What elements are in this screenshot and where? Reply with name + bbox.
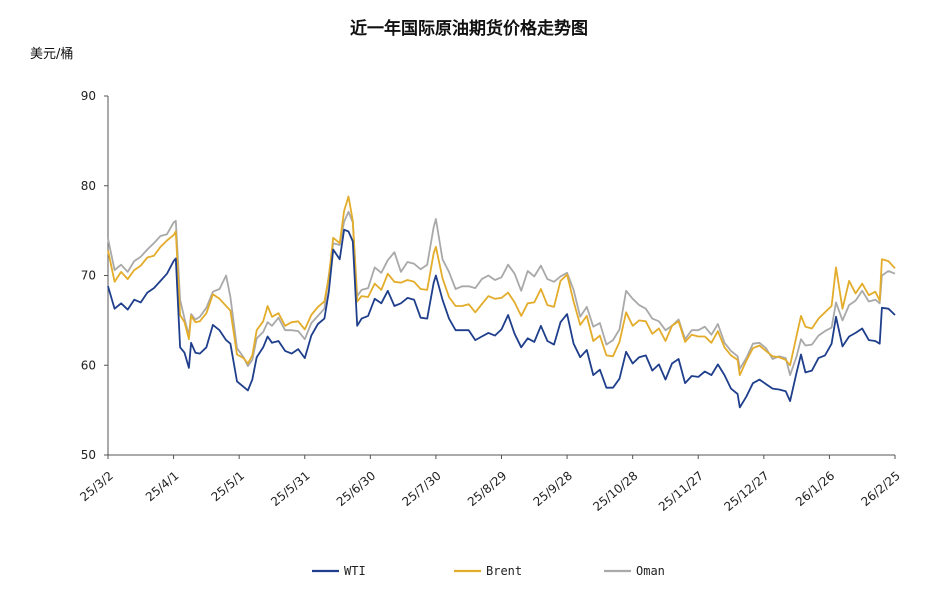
series-line-brent xyxy=(107,195,896,377)
series-line-oman xyxy=(107,210,896,377)
axes: 50 60 70 80 90 25/3/2 25/4/1 25/5/1 25/5/31 25/6/… xyxy=(77,89,903,514)
x-tick-label: 25/5/31 xyxy=(268,469,312,509)
y-tick-label: 50 xyxy=(81,448,96,462)
legend-label-oman: Oman xyxy=(636,564,665,578)
y-tick-label: 90 xyxy=(81,89,96,103)
x-tick-label: 25/12/27 xyxy=(721,469,771,514)
x-tick-label: 25/9/28 xyxy=(531,469,575,509)
y-tick-label: 60 xyxy=(81,358,96,372)
x-tick-label: 25/8/29 xyxy=(465,469,509,509)
x-tick-label: 26/2/25 xyxy=(858,469,902,509)
x-tick-label: 25/6/30 xyxy=(334,469,378,509)
legend: WTI Brent Oman xyxy=(312,564,665,578)
x-tick-label: 25/11/27 xyxy=(656,469,706,514)
x-tick-label: 25/10/28 xyxy=(590,469,640,514)
y-tick-label: 80 xyxy=(81,179,96,193)
chart-title: 近一年国际原油期货价格走势图 xyxy=(350,19,588,39)
x-tick-label: 25/7/30 xyxy=(399,469,443,509)
y-tick-label: 70 xyxy=(81,269,96,283)
x-tick-label: 25/5/1 xyxy=(209,469,248,505)
series-lines xyxy=(107,195,896,409)
series-line-wti xyxy=(107,228,896,409)
y-axis-unit-label: 美元/桶 xyxy=(30,47,74,62)
x-tick-label: 25/4/1 xyxy=(143,469,182,505)
x-tick-label: 26/1/26 xyxy=(793,469,837,509)
legend-label-wti: WTI xyxy=(344,564,366,578)
x-tick-label: 25/3/2 xyxy=(77,469,116,505)
legend-label-brent: Brent xyxy=(486,564,522,578)
